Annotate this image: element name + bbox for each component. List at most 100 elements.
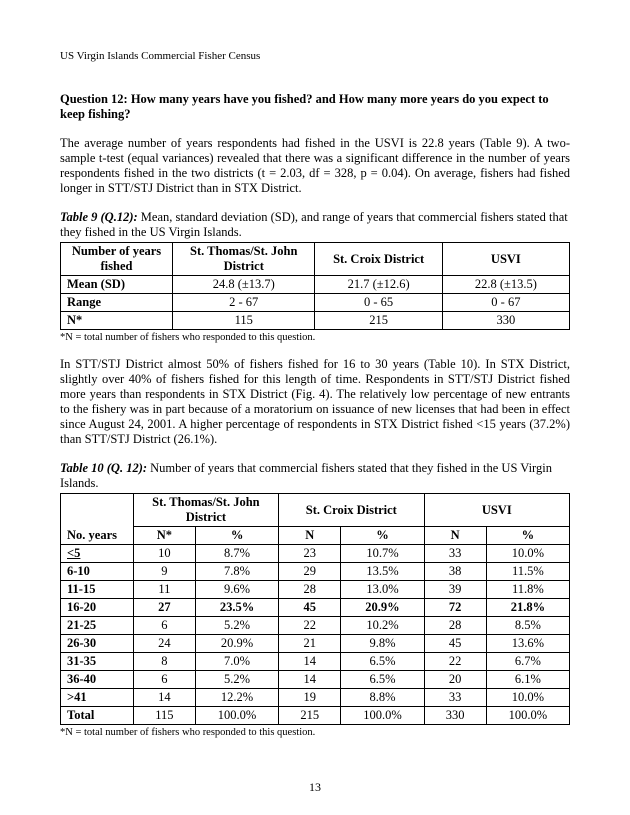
sh6: % (486, 527, 569, 545)
cell: 8.7% (196, 545, 279, 563)
table-row: 21-2565.2%2210.2%288.5% (61, 617, 570, 635)
cell: 10.2% (341, 617, 424, 635)
cell: 8.5% (486, 617, 569, 635)
gh0 (61, 494, 134, 527)
cell: 330 (442, 312, 569, 330)
table-row: 16-202723.5%4520.9%7221.8% (61, 599, 570, 617)
table10-footnote: *N = total number of fishers who respond… (60, 727, 570, 738)
table-row: Total115100.0%215100.0%330100.0% (61, 707, 570, 725)
cell: 23.5% (196, 599, 279, 617)
table9-h3: USVI (442, 243, 569, 276)
sh3: N (279, 527, 341, 545)
table10-caption-prefix: Table 10 (Q. 12): (60, 461, 147, 475)
cell: 21 (279, 635, 341, 653)
cell: 12.2% (196, 689, 279, 707)
table9-h1: St. Thomas/St. John District (172, 243, 315, 276)
cell: 39 (424, 581, 486, 599)
row-label: 6-10 (61, 563, 134, 581)
cell: 0 - 65 (315, 294, 442, 312)
table-row: Mean (SD) 24.8 (±13.7) 21.7 (±12.6) 22.8… (61, 276, 570, 294)
cell: 2 - 67 (172, 294, 315, 312)
cell: Range (61, 294, 173, 312)
cell: 28 (424, 617, 486, 635)
cell: 20.9% (341, 599, 424, 617)
cell: 5.2% (196, 671, 279, 689)
table9: Number of years fished St. Thomas/St. Jo… (60, 242, 570, 330)
cell: 6.1% (486, 671, 569, 689)
cell: 6 (133, 617, 195, 635)
table-row: >411412.2%198.8%3310.0% (61, 689, 570, 707)
cell: 115 (172, 312, 315, 330)
cell: 45 (424, 635, 486, 653)
cell: 22 (279, 617, 341, 635)
cell: 330 (424, 707, 486, 725)
cell: 100.0% (196, 707, 279, 725)
row-label: <5 (61, 545, 134, 563)
paragraph-2: In STT/STJ District almost 50% of fisher… (60, 357, 570, 447)
cell: 20 (424, 671, 486, 689)
cell: 24.8 (±13.7) (172, 276, 315, 294)
table10-sub-header: No. years N* % N % N % (61, 527, 570, 545)
paragraph-1: The average number of years respondents … (60, 136, 570, 196)
question-title: Question 12: How many years have you fis… (60, 92, 570, 122)
cell: 22.8 (±13.5) (442, 276, 569, 294)
cell: 8 (133, 653, 195, 671)
cell: 6 (133, 671, 195, 689)
table-row: N* 115 215 330 (61, 312, 570, 330)
row-label: 31-35 (61, 653, 134, 671)
table-row: Range 2 - 67 0 - 65 0 - 67 (61, 294, 570, 312)
cell: 29 (279, 563, 341, 581)
gh1: St. Thomas/St. John District (133, 494, 278, 527)
sh2: % (196, 527, 279, 545)
table9-header-row: Number of years fished St. Thomas/St. Jo… (61, 243, 570, 276)
cell: 21.8% (486, 599, 569, 617)
cell: 10.0% (486, 689, 569, 707)
cell: 6.7% (486, 653, 569, 671)
cell: 21.7 (±12.6) (315, 276, 442, 294)
table9-caption-prefix: Table 9 (Q.12): (60, 210, 138, 224)
table9-h0: Number of years fished (61, 243, 173, 276)
cell: 8.8% (341, 689, 424, 707)
table10-group-header: St. Thomas/St. John District St. Croix D… (61, 494, 570, 527)
cell: 28 (279, 581, 341, 599)
cell: 13.6% (486, 635, 569, 653)
cell: 14 (133, 689, 195, 707)
cell: 10 (133, 545, 195, 563)
gh2: St. Croix District (279, 494, 424, 527)
cell: 215 (315, 312, 442, 330)
row-label: 16-20 (61, 599, 134, 617)
row-label: 26-30 (61, 635, 134, 653)
cell: Mean (SD) (61, 276, 173, 294)
sh0: No. years (61, 527, 134, 545)
row-label: Total (61, 707, 134, 725)
gh3: USVI (424, 494, 569, 527)
cell: 6.5% (341, 671, 424, 689)
cell: 11.8% (486, 581, 569, 599)
table-row: 6-1097.8%2913.5%3811.5% (61, 563, 570, 581)
cell: 100.0% (341, 707, 424, 725)
sh5: N (424, 527, 486, 545)
cell: 14 (279, 671, 341, 689)
cell: 24 (133, 635, 195, 653)
cell: 23 (279, 545, 341, 563)
sh4: % (341, 527, 424, 545)
table-row: 31-3587.0%146.5%226.7% (61, 653, 570, 671)
cell: 9 (133, 563, 195, 581)
cell: 13.0% (341, 581, 424, 599)
table9-caption: Table 9 (Q.12): Mean, standard deviation… (60, 210, 570, 240)
cell: 33 (424, 545, 486, 563)
cell: 14 (279, 653, 341, 671)
cell: 45 (279, 599, 341, 617)
cell: 7.0% (196, 653, 279, 671)
cell: 6.5% (341, 653, 424, 671)
cell: 9.8% (341, 635, 424, 653)
cell: 10.7% (341, 545, 424, 563)
cell: 38 (424, 563, 486, 581)
row-label: 11-15 (61, 581, 134, 599)
table10: St. Thomas/St. John District St. Croix D… (60, 493, 570, 725)
cell: 20.9% (196, 635, 279, 653)
cell: 13.5% (341, 563, 424, 581)
cell: 19 (279, 689, 341, 707)
table-row: <5108.7%2310.7%3310.0% (61, 545, 570, 563)
cell: 11 (133, 581, 195, 599)
